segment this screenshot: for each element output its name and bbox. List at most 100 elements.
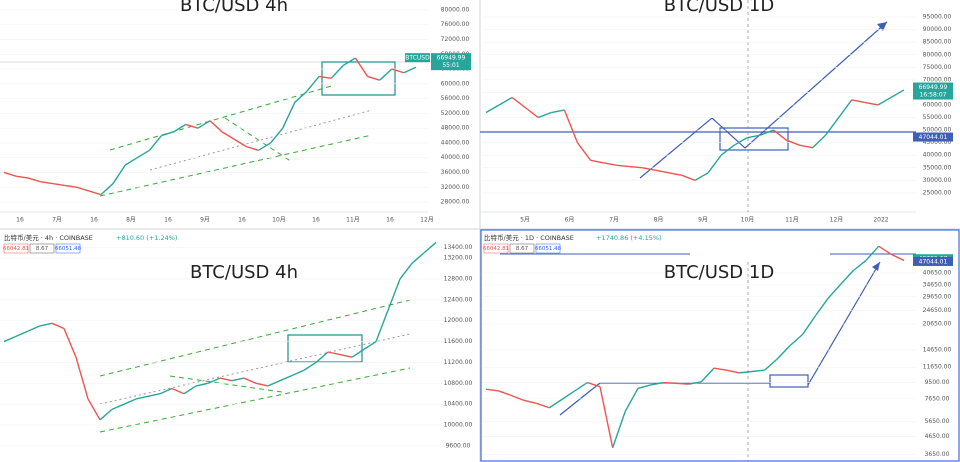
range-box	[769, 374, 809, 388]
price-segment	[387, 278, 401, 311]
quote: 66042.81	[483, 246, 509, 252]
price-segment	[681, 174, 696, 182]
price-segment	[498, 390, 512, 397]
price-segment	[537, 111, 552, 119]
price-segment	[726, 369, 740, 374]
x-tick-label: 16	[16, 217, 24, 224]
y-tick-label: 11600.00	[444, 338, 473, 345]
price-segment	[3, 335, 17, 343]
trend-line	[169, 375, 283, 393]
price-segment	[100, 183, 114, 196]
quote-box	[509, 243, 535, 254]
x-tick-label: 7月	[52, 217, 62, 224]
quote: 66042.81	[3, 246, 29, 252]
price-segment	[219, 377, 233, 382]
price-segment	[185, 123, 199, 129]
price-segment	[733, 137, 748, 146]
price-segment	[279, 374, 293, 382]
price-segment	[485, 104, 500, 114]
y-tick-label: 95000.00	[923, 14, 952, 21]
price-segment	[221, 131, 235, 140]
price-segment	[207, 377, 221, 384]
y-tick-label: 40000.00	[441, 154, 470, 161]
price-segment	[148, 135, 163, 151]
price-segment	[612, 410, 626, 448]
price-segment	[655, 169, 670, 174]
y-tick-label: 34650.00	[923, 282, 952, 289]
quote-box	[29, 243, 55, 254]
y-tick-label: 60000.00	[441, 80, 470, 87]
price-segment	[827, 283, 842, 299]
y-tick-label: 30000.00	[923, 177, 952, 184]
y-tick-label: 14650.00	[923, 346, 952, 353]
price-segment	[88, 190, 102, 196]
x-tick-label: 12月	[420, 217, 434, 224]
price-segment	[3, 171, 17, 177]
price-segment	[616, 164, 630, 168]
price-segment	[306, 76, 320, 92]
quote-box	[535, 243, 561, 254]
price-segment	[423, 241, 437, 254]
x-tick-label: 16	[312, 217, 320, 224]
y-tick-label: 12800.00	[444, 275, 473, 282]
price-segment	[342, 57, 356, 66]
price-tag-timer: 55:01	[442, 62, 459, 69]
y-tick-label: 13400.00	[444, 244, 473, 251]
price-segment	[379, 68, 393, 81]
price-segment	[812, 134, 827, 149]
price-segment	[197, 120, 211, 129]
price-segment	[548, 398, 563, 409]
x-tick-label: 11月	[346, 217, 360, 224]
y-tick-label: 44000.00	[441, 139, 470, 146]
y-tick-label: 45000.00	[923, 139, 952, 146]
price-segment	[590, 159, 604, 164]
symbol-tag-label: BTCUSD	[405, 55, 430, 62]
price-segment	[399, 262, 413, 280]
price-segment	[318, 75, 332, 79]
active-frame	[480, 229, 960, 462]
price-segment	[524, 106, 539, 119]
price-segment	[511, 96, 526, 109]
price-segment	[864, 101, 879, 106]
y-tick-label: 12400.00	[444, 296, 473, 303]
price-segment	[75, 357, 89, 400]
range-box	[719, 127, 789, 151]
x-tick-label: 10月	[741, 217, 755, 224]
projection	[639, 21, 888, 179]
price-segment	[865, 245, 880, 261]
y-tick-label: 11650.00	[923, 364, 952, 371]
price-segment	[536, 402, 550, 409]
price-segment	[330, 64, 344, 79]
x-tick-label: 16	[238, 217, 246, 224]
price-segment	[367, 75, 380, 81]
price-segment	[776, 345, 791, 360]
price-segment	[267, 380, 281, 387]
y-tick-label: 80000.00	[441, 6, 470, 13]
price-segment	[258, 142, 271, 151]
y-tick-label: 9500.00	[925, 379, 950, 386]
y-tick-label: 12000.00	[444, 317, 473, 324]
y-tick-label: 29650.00	[923, 293, 952, 300]
price-segment	[891, 253, 905, 262]
price-segment	[270, 127, 284, 144]
price-segment	[772, 129, 787, 141]
price-segment	[485, 388, 499, 392]
range-box	[287, 334, 363, 363]
price-segment	[209, 120, 223, 133]
price-segment	[136, 149, 150, 159]
price-segment	[63, 328, 77, 358]
y-tick-label: 35000.00	[923, 164, 952, 171]
price-segment	[15, 330, 29, 337]
price-tag-label: 47044.01	[919, 134, 948, 141]
y-tick-label: 10000.00	[444, 422, 473, 429]
price-segment	[111, 403, 125, 411]
y-tick-label: 5650.00	[925, 418, 950, 425]
price-segment	[764, 358, 778, 371]
y-tick-label: 40650.00	[923, 269, 952, 276]
y-tick-label: 10400.00	[444, 401, 473, 408]
y-tick-label: 50000.00	[923, 127, 952, 134]
price-segment	[233, 138, 247, 148]
price-segment	[713, 367, 727, 371]
y-tick-label: 10800.00	[444, 380, 473, 387]
price-segment	[786, 139, 800, 146]
